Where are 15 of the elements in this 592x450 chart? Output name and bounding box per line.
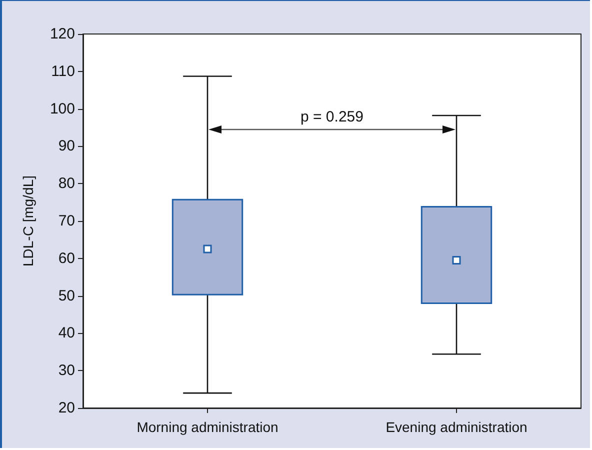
y-tick-label: 90 (58, 138, 75, 155)
y-tick-label: 60 (58, 250, 75, 267)
y-tick-label: 40 (58, 324, 75, 342)
y-tick-label: 70 (58, 212, 75, 230)
y-tick-label: 120 (50, 26, 75, 42)
y-tick-label: 80 (58, 175, 75, 192)
annotation: p = 0.259 (300, 108, 364, 126)
y-tick-label: 50 (58, 287, 75, 304)
y-tick-label: 100 (50, 100, 75, 118)
y-tick-label: 20 (58, 400, 75, 416)
y-axis-title: LDL-C [mg/dL] (20, 175, 36, 267)
x-tick-label: Evening administration (386, 419, 528, 435)
y-tick-label: 110 (51, 62, 75, 80)
y-tick-label: 30 (58, 362, 75, 380)
x-tick-label: Morning administration (136, 419, 278, 435)
